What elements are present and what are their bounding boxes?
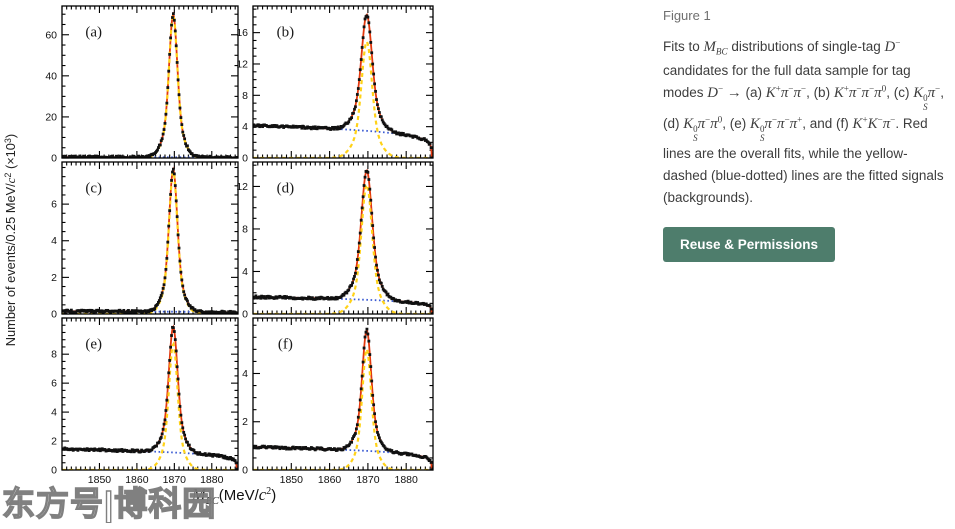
signal-curve [253,39,433,158]
figure-panels: Number of events/0.25 MeV/c2 (×103) 0 20 40… [0,0,460,529]
y-tick-label: 40 [45,70,57,82]
y-tick-label: 6 [51,199,57,211]
reuse-permissions-button[interactable]: Reuse & Permissions [663,226,836,262]
y-tick-label: 0 [51,309,57,321]
y-tick-label: 4 [242,368,248,380]
data-points [253,169,433,314]
figure-svg: Number of events/0.25 MeV/c2 (×103)02040… [3,5,434,486]
math-expression: D− [884,37,901,56]
figure-area: Number of events/0.25 MeV/c2 (×103) 0 20 40… [0,0,470,529]
math-expression: MBC [192,485,219,507]
y-tick-label: 4 [51,235,57,247]
panel-c: 0 2 4 6 (c) [51,161,239,321]
y-tick-label: 2 [51,272,57,284]
panel-a: 0 20 40 60 (a) [45,5,239,165]
x-tick-label: 1860 [125,474,149,486]
y-axis-title: Number of events/0.25 MeV/c2 (×103) [3,134,18,346]
panel-label: (f) [278,336,293,352]
data-points [253,14,433,158]
y-tick-label: 8 [242,90,248,102]
y-tick-label: 0 [242,153,248,165]
math-expression: K+π−π−π0 [833,83,887,102]
math-expression: K+K−π− [852,114,896,133]
panel-label: (b) [277,24,295,40]
math-expression: MBC [703,39,728,57]
data-points [62,325,238,470]
data-points [253,327,433,470]
panel-label: (a) [85,24,102,40]
y-tick-label: 4 [51,407,57,419]
math-expression: c2 [258,485,272,504]
y-tick-label: 8 [51,349,57,361]
x-axis-title: MBC(MeV/c2) [192,485,277,507]
y-tick-label: 12 [236,181,248,193]
y-tick-label: 6 [51,378,57,390]
y-tick-label: 8 [242,223,248,235]
y-tick-label: 0 [242,465,248,477]
panel-label: (c) [85,180,102,196]
y-tick-label: 4 [242,266,248,278]
panel-e: 0 2 4 6 8 1850 1860 1870 1880 (e) [51,317,239,486]
x-tick-label: 1860 [318,474,342,486]
panel-f: 0 2 4 1850 1860 1870 1880 (f) [242,317,434,486]
x-tick-label: 1850 [88,474,112,486]
x-tick-label: 1870 [356,474,380,486]
figure-heading: Figure 1 [663,8,711,23]
y-tick-label: 12 [236,58,248,70]
y-tick-label: 2 [242,416,248,428]
panel-b: 0 4 8 12 16 (b) [236,5,434,165]
y-tick-label: 0 [242,309,248,321]
y-tick-label: 60 [45,29,57,41]
math-expression: K+π−π− [765,83,807,102]
caption-panel: Figure 1 Fits to MBC distributions of si… [663,6,950,262]
x-tick-label: 1870 [163,474,187,486]
y-tick-label: 0 [51,465,57,477]
x-tick-label: 1850 [280,474,304,486]
y-tick-label: 16 [236,27,248,39]
data-points [62,12,238,158]
y-tick-label: 20 [45,111,57,123]
y-tick-label: 2 [51,436,57,448]
panel-label: (e) [85,336,102,352]
watermark-text: 东方号|博科园 [1,484,217,522]
math-expression: D− → [707,83,746,102]
x-tick-label: 1880 [395,474,419,486]
x-tick-label: 1880 [200,474,224,486]
figure-caption-text: Fits to MBC distributions of single-tag … [663,37,944,205]
y-tick-label: 4 [242,121,248,133]
panel-d: 0 4 8 12 (d) [236,161,434,321]
y-tick-label: 0 [51,153,57,165]
panel-label: (d) [277,180,295,196]
data-points [62,167,238,314]
